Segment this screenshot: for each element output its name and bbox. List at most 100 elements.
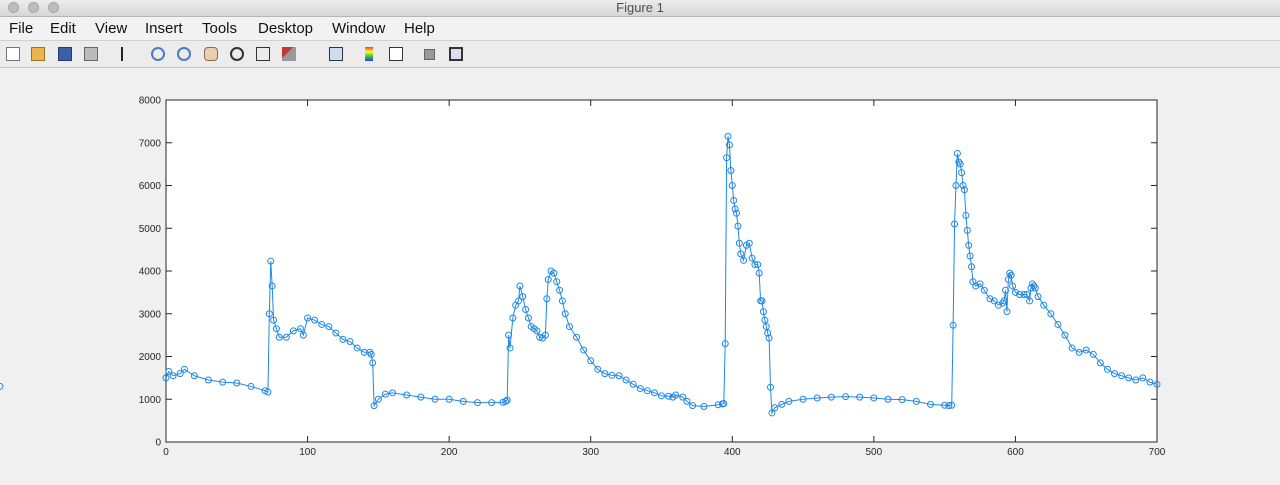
colorbar-icon[interactable] (365, 47, 373, 61)
menu-item[interactable]: Window (332, 20, 386, 37)
x-tick-label: 700 (1149, 447, 1166, 458)
data-point (608, 371, 616, 379)
zoom-out-icon[interactable] (177, 47, 191, 61)
data-point (1007, 271, 1015, 279)
menu-item[interactable]: Desktop (258, 20, 314, 37)
data-point (1026, 297, 1034, 305)
data-point (813, 394, 821, 402)
data-point (725, 141, 733, 149)
data-point (767, 383, 775, 391)
data-point (369, 359, 377, 367)
zoom-button[interactable] (48, 2, 59, 13)
data-point (761, 316, 769, 324)
menu-item[interactable]: Tools (202, 20, 238, 37)
data-point (759, 308, 767, 316)
data-point (265, 310, 273, 318)
save-icon[interactable] (58, 47, 72, 61)
data-point (941, 401, 949, 409)
data-point (972, 282, 980, 290)
data-point (884, 395, 892, 403)
data-point (524, 314, 532, 322)
data-point (728, 182, 736, 189)
data-point (754, 261, 762, 269)
menu-item[interactable]: File (9, 20, 34, 37)
data-point (700, 403, 708, 411)
y-tick-label: 5000 (139, 224, 162, 235)
plot-area: 0 100 200 300 400 500 600 700010002000300040005… (0, 96, 1166, 458)
datacursor-icon[interactable] (256, 47, 270, 61)
data-point (553, 278, 561, 286)
data-point (353, 344, 361, 352)
data-point (643, 387, 651, 395)
data-point (367, 350, 375, 358)
rotate-icon[interactable] (230, 47, 244, 61)
data-point (735, 239, 743, 247)
data-point (339, 335, 347, 343)
data-point (956, 160, 964, 168)
data-point (778, 400, 786, 408)
pointer-icon[interactable] (121, 47, 129, 61)
data-point (601, 370, 609, 378)
data-point (587, 357, 595, 365)
data-point (346, 338, 354, 346)
data-point (771, 404, 779, 412)
show-tools-icon[interactable] (449, 47, 463, 61)
menu-item[interactable]: Help (404, 20, 435, 37)
data-point (533, 327, 541, 335)
zoom-in-icon[interactable] (151, 47, 165, 61)
data-point (1003, 308, 1011, 316)
data-point (755, 269, 763, 277)
data-point (204, 376, 212, 384)
menu-item[interactable]: Edit (50, 20, 76, 37)
data-point (945, 402, 953, 410)
data-point (561, 310, 569, 318)
data-point (299, 331, 307, 339)
data-point (1031, 284, 1039, 292)
data-point (723, 154, 731, 162)
y-tick-label: 4000 (139, 267, 162, 278)
data-point (731, 205, 739, 213)
x-tick-label: 200 (441, 447, 458, 458)
link-icon[interactable] (329, 47, 343, 61)
data-point (417, 393, 425, 401)
open-icon[interactable] (31, 47, 45, 61)
data-point (986, 295, 994, 303)
print-icon[interactable] (84, 47, 98, 61)
data-point (332, 329, 340, 337)
data-point (506, 344, 514, 352)
menu-item[interactable]: View (95, 20, 128, 37)
data-point (190, 372, 198, 380)
data-point (473, 399, 481, 407)
data-point (842, 393, 850, 401)
close-button[interactable] (8, 2, 19, 13)
data-point (730, 196, 738, 204)
x-tick-label: 300 (582, 447, 599, 458)
new-icon[interactable] (6, 47, 20, 61)
x-tick-label: 400 (724, 447, 741, 458)
data-point (1040, 301, 1048, 309)
data-point (233, 379, 241, 387)
data-point (959, 182, 967, 189)
data-point (275, 333, 283, 341)
minimize-button[interactable] (28, 2, 39, 13)
data-point (1034, 293, 1042, 301)
data-point (381, 390, 389, 398)
data-point (1054, 320, 1062, 328)
y-tick-label: 3000 (139, 309, 162, 320)
y-tick-label: 7000 (139, 138, 162, 149)
menu-item[interactable]: Insert (145, 20, 183, 37)
data-point (162, 374, 170, 382)
data-point (948, 401, 956, 409)
data-point (650, 389, 658, 397)
title-bar: Figure 1 (0, 0, 1280, 17)
brush-icon[interactable] (282, 47, 296, 61)
data-point (737, 250, 745, 258)
y-tick-label: 6000 (139, 181, 162, 192)
x-tick-label: 100 (299, 447, 316, 458)
data-point (550, 269, 558, 277)
data-point (247, 382, 255, 390)
hide-tools-icon[interactable] (424, 49, 435, 60)
legend-icon[interactable] (389, 47, 403, 61)
pan-icon[interactable] (204, 47, 218, 61)
